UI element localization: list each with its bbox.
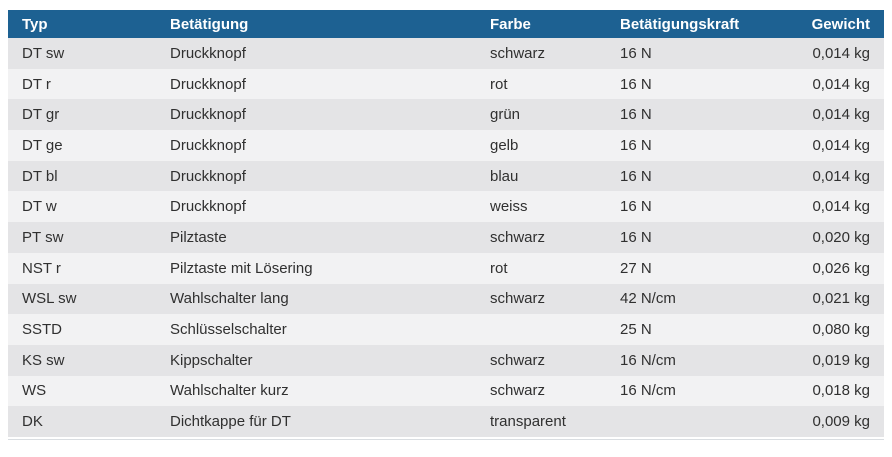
table-header-row: Typ Betätigung Farbe Betätigungskraft Gewich… xyxy=(8,10,884,38)
cell-typ: DT w xyxy=(8,191,156,223)
table-row: DT bl Druckknopf blau 16 N 0,014 kg xyxy=(8,160,884,192)
cell-gewicht: 0,014 kg xyxy=(766,160,884,192)
cell-betaetigungskraft: 16 N xyxy=(606,160,766,192)
column-header-gewicht: Gewicht xyxy=(766,10,884,38)
cell-typ: DT bl xyxy=(8,160,156,192)
cell-betaetigungskraft: 16 N xyxy=(606,99,766,131)
cell-gewicht: 0,009 kg xyxy=(766,406,884,437)
product-spec-table: Typ Betätigung Farbe Betätigungskraft Gewich… xyxy=(8,10,884,437)
column-header-farbe: Farbe xyxy=(476,10,606,38)
cell-gewicht: 0,014 kg xyxy=(766,99,884,131)
table-bottom-rule xyxy=(8,438,884,440)
cell-farbe: schwarz xyxy=(476,283,606,315)
cell-typ: NST r xyxy=(8,252,156,284)
cell-typ: DT gr xyxy=(8,99,156,131)
cell-typ: DT ge xyxy=(8,130,156,161)
cell-gewicht: 0,019 kg xyxy=(766,344,884,376)
table-row: WSL sw Wahlschalter lang schwarz 42 N/cm 0,0… xyxy=(8,283,884,315)
cell-betaetigungskraft: 16 N/cm xyxy=(606,375,766,407)
cell-farbe xyxy=(476,314,606,345)
cell-betaetigungskraft: 25 N xyxy=(606,314,766,345)
cell-betaetigung: Pilztaste xyxy=(156,222,476,253)
table-row: DT gr Druckknopf grün 16 N 0,014 kg xyxy=(8,99,884,131)
cell-farbe: schwarz xyxy=(476,344,606,376)
table-row: KS sw Kippschalter schwarz 16 N/cm 0,019 kg xyxy=(8,344,884,376)
cell-betaetigung: Druckknopf xyxy=(156,130,476,161)
table-row: DK Dichtkappe für DT transparent 0,009 kg xyxy=(8,406,884,437)
column-header-betaetigungskraft: Betätigungskraft xyxy=(606,10,766,38)
table-row: DT ge Druckknopf gelb 16 N 0,014 kg xyxy=(8,130,884,161)
cell-betaetigungskraft: 16 N xyxy=(606,130,766,161)
table-row: PT sw Pilztaste schwarz 16 N 0,020 kg xyxy=(8,222,884,253)
cell-betaetigung: Schlüsselschalter xyxy=(156,314,476,345)
cell-betaetigungskraft: 42 N/cm xyxy=(606,283,766,315)
table-body: DT sw Druckknopf schwarz 16 N 0,014 kg DT r Dr… xyxy=(8,38,884,437)
cell-farbe: schwarz xyxy=(476,38,606,69)
cell-gewicht: 0,014 kg xyxy=(766,38,884,69)
cell-typ: PT sw xyxy=(8,222,156,253)
cell-typ: SSTD xyxy=(8,314,156,345)
cell-betaetigung: Druckknopf xyxy=(156,38,476,69)
cell-typ: WS xyxy=(8,375,156,407)
cell-gewicht: 0,014 kg xyxy=(766,68,884,100)
cell-betaetigungskraft: 16 N xyxy=(606,38,766,69)
cell-gewicht: 0,020 kg xyxy=(766,222,884,253)
cell-farbe: gelb xyxy=(476,130,606,161)
cell-gewicht: 0,080 kg xyxy=(766,314,884,345)
table-row: DT r Druckknopf rot 16 N 0,014 kg xyxy=(8,68,884,100)
column-header-betaetigung: Betätigung xyxy=(156,10,476,38)
cell-gewicht: 0,018 kg xyxy=(766,375,884,407)
cell-betaetigung: Kippschalter xyxy=(156,344,476,376)
cell-betaetigungskraft xyxy=(606,406,766,437)
column-header-typ: Typ xyxy=(8,10,156,38)
cell-typ: WSL sw xyxy=(8,283,156,315)
cell-farbe: rot xyxy=(476,252,606,284)
cell-gewicht: 0,014 kg xyxy=(766,130,884,161)
cell-farbe: rot xyxy=(476,68,606,100)
cell-betaetigungskraft: 16 N xyxy=(606,68,766,100)
table-row: DT w Druckknopf weiss 16 N 0,014 kg xyxy=(8,191,884,223)
cell-farbe: schwarz xyxy=(476,222,606,253)
cell-typ: DT r xyxy=(8,68,156,100)
cell-betaetigung: Druckknopf xyxy=(156,191,476,223)
cell-gewicht: 0,026 kg xyxy=(766,252,884,284)
cell-typ: KS sw xyxy=(8,344,156,376)
cell-farbe: weiss xyxy=(476,191,606,223)
cell-betaetigung: Pilztaste mit Lösering xyxy=(156,252,476,284)
cell-betaetigung: Wahlschalter lang xyxy=(156,283,476,315)
cell-farbe: schwarz xyxy=(476,375,606,407)
cell-betaetigung: Druckknopf xyxy=(156,160,476,192)
table-row: DT sw Druckknopf schwarz 16 N 0,014 kg xyxy=(8,38,884,69)
cell-typ: DT sw xyxy=(8,38,156,69)
cell-farbe: blau xyxy=(476,160,606,192)
cell-betaetigung: Druckknopf xyxy=(156,99,476,131)
cell-gewicht: 0,014 kg xyxy=(766,191,884,223)
cell-typ: DK xyxy=(8,406,156,437)
cell-farbe: grün xyxy=(476,99,606,131)
cell-betaetigungskraft: 27 N xyxy=(606,252,766,284)
cell-betaetigung: Druckknopf xyxy=(156,68,476,100)
product-table-container: Typ Betätigung Farbe Betätigungskraft Gewich… xyxy=(8,10,884,440)
table-row: SSTD Schlüsselschalter 25 N 0,080 kg xyxy=(8,314,884,345)
cell-betaetigung: Dichtkappe für DT xyxy=(156,406,476,437)
cell-gewicht: 0,021 kg xyxy=(766,283,884,315)
cell-betaetigungskraft: 16 N xyxy=(606,191,766,223)
cell-betaetigung: Wahlschalter kurz xyxy=(156,375,476,407)
table-row: WS Wahlschalter kurz schwarz 16 N/cm 0,018 k… xyxy=(8,375,884,407)
cell-betaetigungskraft: 16 N xyxy=(606,222,766,253)
cell-betaetigungskraft: 16 N/cm xyxy=(606,344,766,376)
cell-farbe: transparent xyxy=(476,406,606,437)
table-row: NST r Pilztaste mit Lösering rot 27 N 0,026 … xyxy=(8,252,884,284)
